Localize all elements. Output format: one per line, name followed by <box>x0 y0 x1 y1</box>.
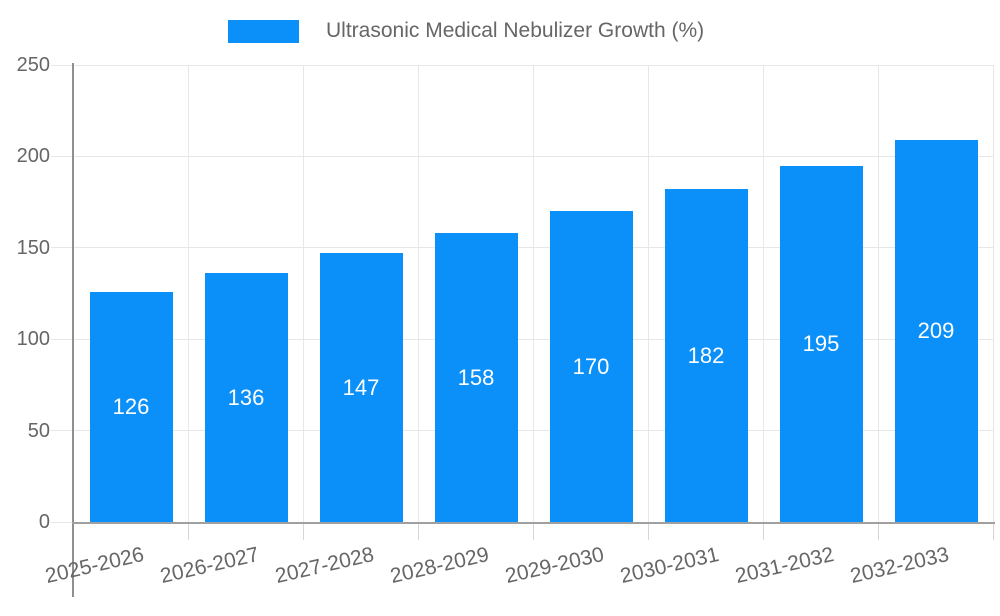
x-axis-tick <box>878 524 879 540</box>
x-axis-tick <box>188 524 189 540</box>
y-axis-tick <box>51 247 74 249</box>
legend[interactable]: Ultrasonic Medical Nebulizer Growth (%) <box>228 19 704 43</box>
y-axis-tick <box>51 155 74 157</box>
bar-chart: Ultrasonic Medical Nebulizer Growth (%) … <box>16 19 995 597</box>
x-gridline <box>763 65 764 522</box>
y-axis-tick <box>51 521 74 523</box>
x-axis-tick <box>418 524 419 540</box>
x-gridline <box>648 65 649 522</box>
bar-value-label: 182 <box>687 342 725 368</box>
bar[interactable]: 126 <box>89 291 173 522</box>
bar-value-label: 147 <box>342 374 380 400</box>
y-axis-tick-label: 100 <box>16 328 50 351</box>
bar[interactable]: 195 <box>779 165 863 522</box>
legend-label: Ultrasonic Medical Nebulizer Growth (%) <box>326 19 705 42</box>
bar[interactable]: 158 <box>434 233 518 522</box>
y-axis-tick-label: 0 <box>38 511 50 533</box>
x-gridline <box>878 65 879 522</box>
x-axis-tick <box>763 524 764 540</box>
bar-value-label: 195 <box>802 330 840 356</box>
y-axis-tick <box>51 430 74 432</box>
bar[interactable]: 136 <box>204 273 288 522</box>
bar-value-label: 126 <box>112 393 150 419</box>
x-axis-tick <box>993 524 994 540</box>
x-axis-tick <box>648 524 649 540</box>
x-gridline <box>533 65 534 522</box>
y-axis-tick-label: 50 <box>27 419 50 442</box>
y-axis-tick <box>51 338 74 340</box>
y-axis-line <box>72 63 74 597</box>
bar-value-label: 136 <box>227 384 265 410</box>
y-axis-tick-label: 200 <box>16 145 50 168</box>
x-axis-line <box>72 522 995 524</box>
x-axis-tick <box>533 524 534 540</box>
bar-value-label: 170 <box>572 353 610 379</box>
bar[interactable]: 147 <box>319 253 403 522</box>
x-axis-tick <box>303 524 304 540</box>
y-axis-tick-label: 150 <box>16 236 50 259</box>
y-axis-tick-label: 250 <box>16 54 50 76</box>
y-axis-tick <box>51 64 74 66</box>
x-gridline <box>303 65 304 522</box>
bar[interactable]: 170 <box>549 211 633 522</box>
x-gridline <box>188 65 189 522</box>
bar-value-label: 158 <box>457 364 495 390</box>
legend-swatch <box>228 19 299 43</box>
x-gridline <box>993 65 994 522</box>
bar[interactable]: 209 <box>894 139 978 522</box>
bar[interactable]: 182 <box>664 189 748 522</box>
bar-value-label: 209 <box>917 317 955 343</box>
x-gridline <box>418 65 419 522</box>
